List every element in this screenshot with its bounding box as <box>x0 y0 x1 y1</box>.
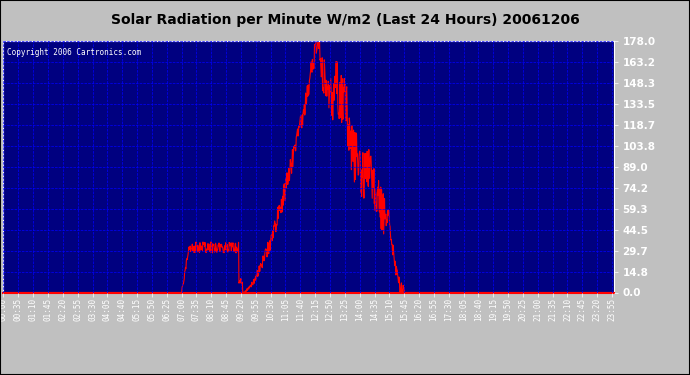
Text: Copyright 2006 Cartronics.com: Copyright 2006 Cartronics.com <box>6 48 141 57</box>
Text: Solar Radiation per Minute W/m2 (Last 24 Hours) 20061206: Solar Radiation per Minute W/m2 (Last 24… <box>110 13 580 27</box>
